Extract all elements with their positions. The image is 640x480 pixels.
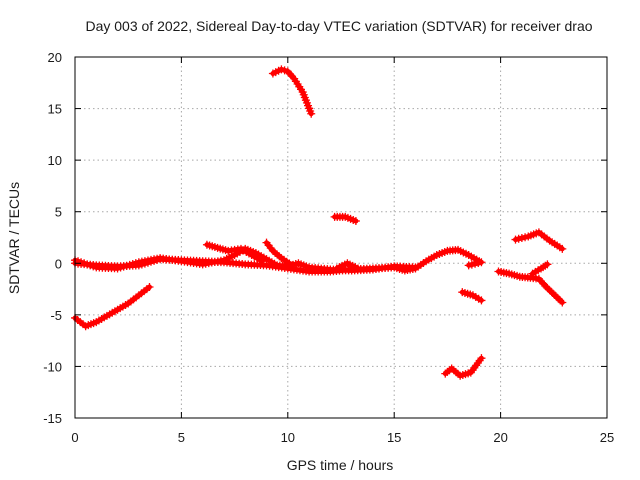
series-track-rising (71, 283, 154, 331)
series-track-tail (464, 258, 486, 270)
data-point (477, 296, 486, 305)
grid (75, 57, 607, 418)
x-tick-label: 15 (387, 430, 401, 445)
data-point (307, 109, 316, 118)
series-track-main-b (71, 244, 420, 275)
series-track-small-neg (458, 288, 486, 305)
x-tick-label: 0 (71, 430, 78, 445)
series-track-right-short (528, 260, 552, 278)
y-tick-label: -15 (43, 411, 62, 426)
plot-frame (74, 56, 608, 419)
x-tick-label: 20 (493, 430, 507, 445)
data-point (354, 264, 363, 273)
y-axis-label: SDTVAR / TECUs (6, 182, 22, 294)
series-track-bump-b (262, 238, 297, 270)
data-point (543, 260, 552, 269)
data-point (477, 354, 486, 363)
y-tick-label: 15 (48, 102, 62, 117)
y-tick-label: 20 (48, 50, 62, 65)
series-track-right-lower (494, 267, 567, 307)
y-tick-label: 5 (55, 205, 62, 220)
data-point (411, 263, 420, 272)
data-point (258, 257, 267, 266)
data-point (558, 298, 567, 307)
axis-ticks: 0 5 10 15 20 25 -15 -10 -5 0 5 10 15 20 (43, 50, 614, 445)
y-tick-label: -5 (50, 308, 62, 323)
x-tick-label: 25 (600, 430, 614, 445)
y-tick-label: -10 (43, 359, 62, 374)
y-tick-label: 0 (55, 256, 62, 271)
series-track-right-upper (511, 228, 567, 253)
chart-title: Day 003 of 2022, Sidereal Day-to-day VTE… (85, 18, 592, 34)
data-point (145, 283, 154, 292)
series-track-bump-c (332, 259, 363, 273)
x-tick-label: 5 (178, 430, 185, 445)
data-series (71, 65, 567, 380)
data-point (477, 258, 486, 267)
x-axis-label: GPS time / hours (287, 457, 394, 473)
data-point (288, 261, 297, 270)
y-tick-label: 10 (48, 153, 62, 168)
x-tick-label: 10 (281, 430, 295, 445)
series-track-low (441, 354, 486, 380)
series-track-bump-a (202, 240, 267, 266)
data-point (558, 244, 567, 253)
series-track-peak (268, 65, 316, 118)
data-point (351, 216, 360, 225)
series-track-mid (330, 212, 360, 225)
